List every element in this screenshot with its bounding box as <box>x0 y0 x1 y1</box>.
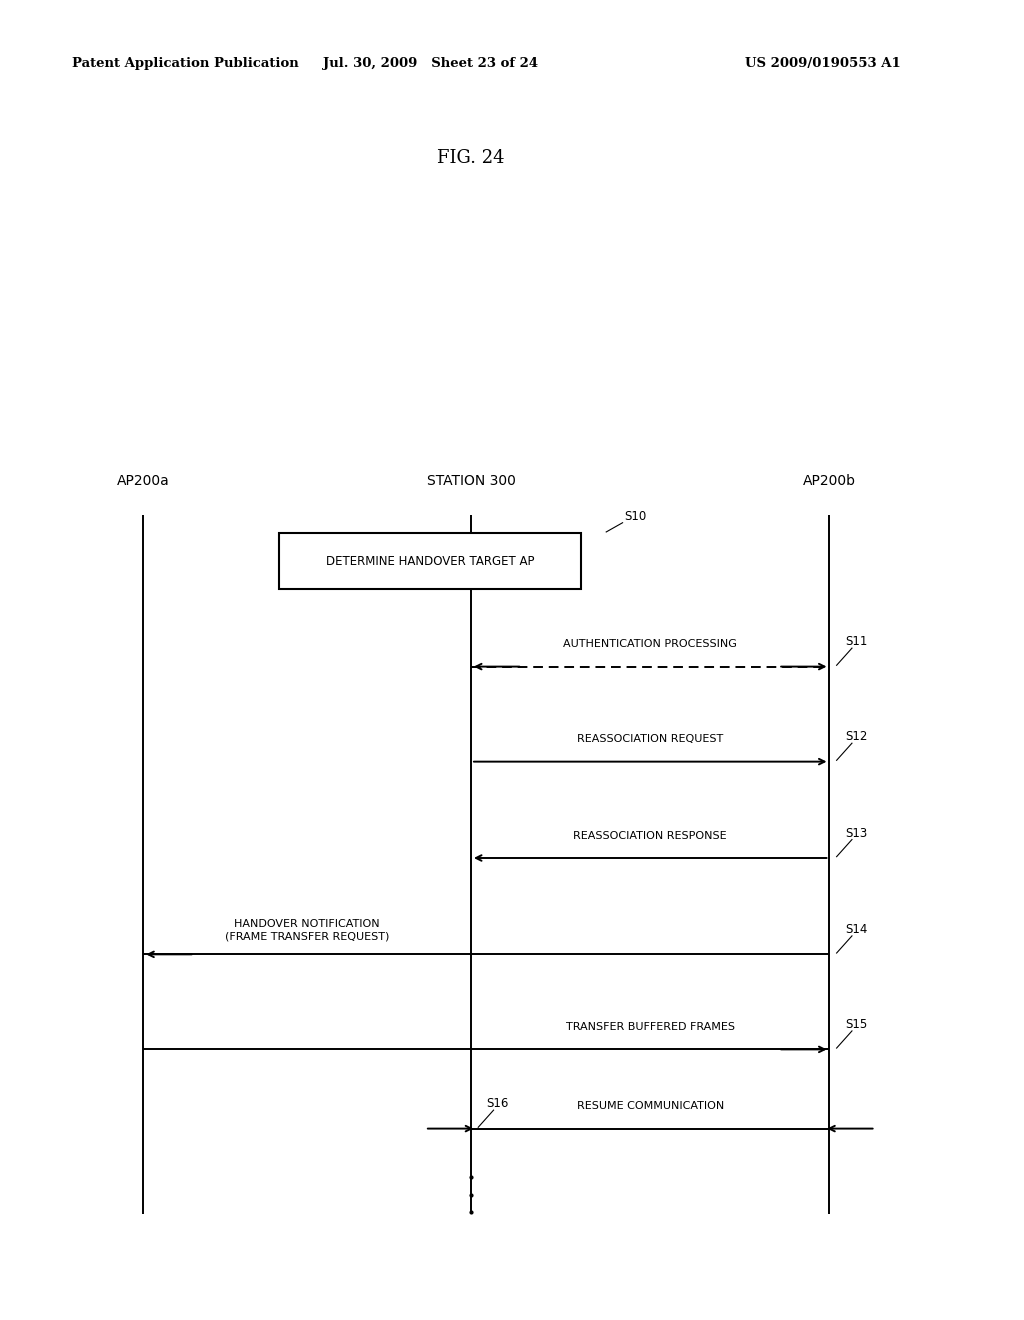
Text: FIG. 24: FIG. 24 <box>437 149 505 168</box>
Text: S13: S13 <box>845 826 867 840</box>
Text: AP200b: AP200b <box>803 474 856 488</box>
Text: STATION 300: STATION 300 <box>427 474 515 488</box>
Text: S14: S14 <box>845 923 867 936</box>
Text: Patent Application Publication: Patent Application Publication <box>72 57 298 70</box>
Text: REASSOCIATION REQUEST: REASSOCIATION REQUEST <box>578 734 723 744</box>
Text: RESUME COMMUNICATION: RESUME COMMUNICATION <box>577 1101 724 1111</box>
Text: REASSOCIATION RESPONSE: REASSOCIATION RESPONSE <box>573 830 727 841</box>
Text: AP200a: AP200a <box>117 474 170 488</box>
Text: AUTHENTICATION PROCESSING: AUTHENTICATION PROCESSING <box>563 639 737 649</box>
Text: TRANSFER BUFFERED FRAMES: TRANSFER BUFFERED FRAMES <box>565 1022 735 1032</box>
Text: S16: S16 <box>486 1097 509 1110</box>
Text: DETERMINE HANDOVER TARGET AP: DETERMINE HANDOVER TARGET AP <box>326 554 535 568</box>
Text: S10: S10 <box>625 510 647 523</box>
Text: S15: S15 <box>845 1018 867 1031</box>
Text: US 2009/0190553 A1: US 2009/0190553 A1 <box>745 57 901 70</box>
Text: S12: S12 <box>845 730 867 743</box>
Text: S11: S11 <box>845 635 867 648</box>
Bar <box>279 533 581 589</box>
Text: HANDOVER NOTIFICATION
(FRAME TRANSFER REQUEST): HANDOVER NOTIFICATION (FRAME TRANSFER RE… <box>225 919 389 941</box>
Text: Jul. 30, 2009   Sheet 23 of 24: Jul. 30, 2009 Sheet 23 of 24 <box>323 57 538 70</box>
